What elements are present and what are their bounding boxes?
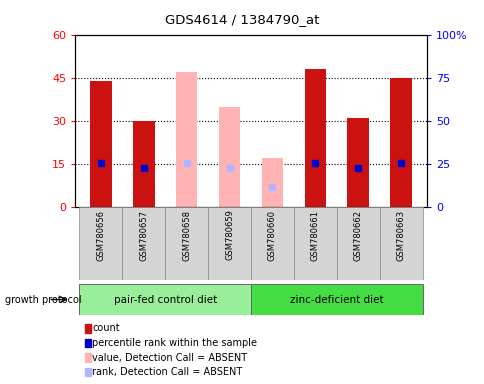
Text: zinc-deficient diet: zinc-deficient diet [289,295,383,305]
Bar [79,284,251,315]
Bar [336,207,379,280]
Text: GSM780656: GSM780656 [96,210,105,261]
Text: value, Detection Call = ABSENT: value, Detection Call = ABSENT [92,353,247,362]
Bar [251,207,293,280]
Text: GSM780662: GSM780662 [353,210,362,261]
Text: growth protocol: growth protocol [5,295,81,305]
Text: GSM780660: GSM780660 [267,210,276,261]
Bar [379,207,422,280]
Bar [79,207,122,280]
Text: GSM780661: GSM780661 [310,210,319,261]
Bar [218,107,240,207]
Bar [122,207,165,280]
Bar [176,72,197,207]
Bar [90,81,111,207]
Bar [347,118,368,207]
Bar [261,159,283,207]
Text: GSM780663: GSM780663 [396,210,405,261]
Text: percentile rank within the sample: percentile rank within the sample [92,338,257,348]
Text: GDS4614 / 1384790_at: GDS4614 / 1384790_at [165,13,319,26]
Text: rank, Detection Call = ABSENT: rank, Detection Call = ABSENT [92,367,242,377]
Bar [251,284,422,315]
Bar [390,78,411,207]
Bar [304,69,325,207]
Text: GSM780659: GSM780659 [225,210,234,260]
Bar [293,207,336,280]
Bar [133,121,154,207]
Bar [208,207,251,280]
Text: GSM780657: GSM780657 [139,210,148,261]
Text: GSM780658: GSM780658 [182,210,191,261]
Text: count: count [92,323,120,333]
Text: pair-fed control diet: pair-fed control diet [113,295,216,305]
Bar [165,207,208,280]
